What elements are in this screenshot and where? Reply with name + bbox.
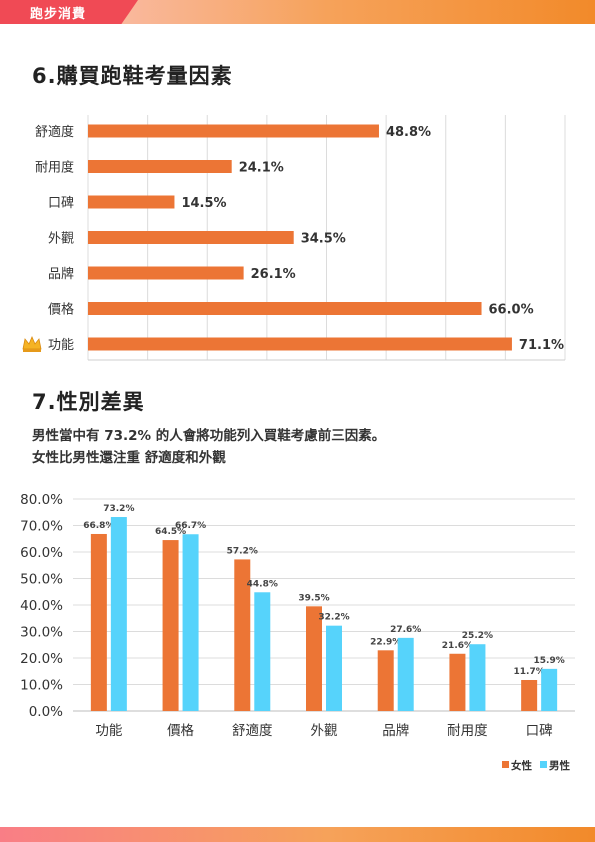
y-tick-label: 20.0% <box>20 651 63 667</box>
bar <box>88 302 482 315</box>
x-tick-label: 品牌 <box>382 722 409 739</box>
bar <box>88 160 232 173</box>
data-label: 27.6% <box>390 625 421 635</box>
data-label: 44.8% <box>247 579 278 589</box>
y-tick-label: 0.0% <box>29 704 63 720</box>
section6-title: 6.購買跑鞋考量因素 <box>32 64 233 88</box>
category-label: 口碑 <box>48 195 74 211</box>
section7-desc-line2: 女性比男性還注重 舒適度和外觀 <box>32 450 226 466</box>
bar-male <box>254 592 271 711</box>
data-label: 11.7% <box>514 667 545 677</box>
category-label: 耐用度 <box>35 160 74 176</box>
x-tick-label: 價格 <box>167 723 194 739</box>
value-label: 24.1% <box>239 161 284 176</box>
category-label: 外觀 <box>48 232 74 247</box>
y-tick-label: 50.0% <box>20 572 63 588</box>
category-label: 價格 <box>48 302 74 318</box>
data-label: 22.9% <box>370 637 401 647</box>
bar-male <box>182 534 199 711</box>
bar-female <box>306 606 322 711</box>
section-tab: 跑步消費 <box>0 0 138 24</box>
x-tick-label: 舒適度 <box>232 722 273 739</box>
bottom-banner <box>0 827 595 842</box>
bar <box>88 266 244 280</box>
bar-female <box>521 679 538 711</box>
bar <box>88 195 175 209</box>
bar-female <box>449 653 466 711</box>
category-label: 功能 <box>48 338 74 353</box>
data-label: 66.8% <box>83 521 114 531</box>
category-label: 舒適度 <box>35 124 74 140</box>
value-label: 34.5% <box>301 232 346 247</box>
bar <box>88 124 379 138</box>
value-label: 66.0% <box>489 303 534 318</box>
crown-base <box>23 349 41 352</box>
data-label: 25.2% <box>462 631 493 641</box>
value-label: 26.1% <box>251 267 296 282</box>
bar <box>88 337 512 351</box>
data-label: 66.7% <box>175 521 206 531</box>
value-label: 14.5% <box>181 196 226 211</box>
legend-swatch-male <box>540 761 547 768</box>
bar-male <box>110 517 127 711</box>
data-label: 57.2% <box>227 546 258 556</box>
bar-female <box>377 650 394 711</box>
data-label: 39.5% <box>298 593 329 603</box>
value-label: 71.1% <box>519 338 564 353</box>
section7-desc-line1: 男性當中有 73.2% 的人會將功能列入買鞋考慮前三因素。 <box>32 428 386 444</box>
gender-difference-chart: 0.0% 10.0% 20.0% 30.0% 40.0% 50.0% 60.0% 70.0% 8… <box>20 492 575 772</box>
legend-swatch-female <box>502 761 509 768</box>
bar-male <box>397 637 414 711</box>
bar-male <box>469 644 486 711</box>
category-label: 品牌 <box>48 266 74 282</box>
x-tick-label: 口碑 <box>526 723 553 739</box>
bar <box>88 231 294 244</box>
bar-female <box>162 540 179 711</box>
x-tick-label: 功能 <box>95 723 122 739</box>
bar-female <box>234 559 251 711</box>
y-tick-label: 70.0% <box>20 519 63 535</box>
y-tick-label: 30.0% <box>20 625 63 641</box>
y-tick-label: 80.0% <box>20 492 63 508</box>
data-label: 64.5% <box>155 527 186 537</box>
data-label: 21.6% <box>442 641 473 651</box>
x-tick-label: 外觀 <box>311 723 338 739</box>
purchase-factors-chart: 舒適度 48.8% 耐用度 24.1% 口碑 14.5% 外觀 34.5% 品牌 26.1% 價格 6… <box>22 115 566 361</box>
y-tick-label: 10.0% <box>20 678 63 694</box>
section-tab-label: 跑步消費 <box>30 7 87 22</box>
data-label: 32.2% <box>318 613 349 623</box>
data-label: 73.2% <box>103 504 134 514</box>
crown-body <box>22 335 42 350</box>
data-label: 15.9% <box>534 656 565 666</box>
bar-male <box>326 625 342 711</box>
legend: 女性 男性 <box>502 759 570 772</box>
legend-label-male: 男性 <box>549 759 570 772</box>
bar-male <box>541 668 558 711</box>
crown-icon <box>22 335 42 352</box>
x-tick-label: 耐用度 <box>447 723 488 739</box>
section7-title: 7.性別差異 <box>32 390 145 414</box>
legend-label-female: 女性 <box>511 759 532 772</box>
value-label: 48.8% <box>386 125 431 140</box>
y-tick-label: 60.0% <box>20 545 63 561</box>
bar-female <box>90 533 107 711</box>
y-tick-label: 40.0% <box>20 598 63 614</box>
